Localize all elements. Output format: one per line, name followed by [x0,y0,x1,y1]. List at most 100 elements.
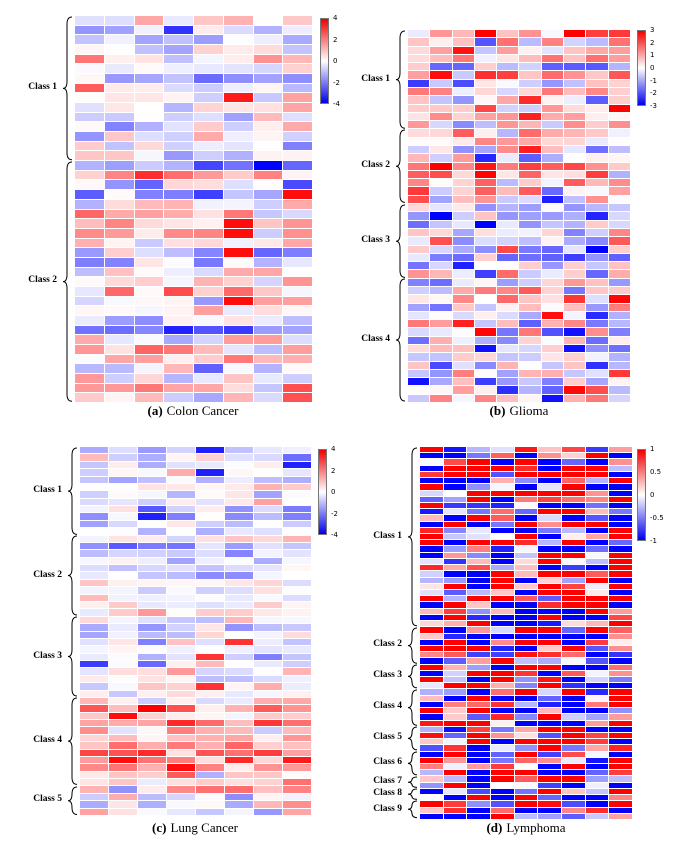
heatmap-cell [519,146,541,154]
heatmap-cell [75,161,104,170]
heatmap-cell [514,770,538,776]
heatmap-cell [585,720,609,726]
heatmap-cell [164,383,193,393]
heatmap-cell [134,54,164,64]
heatmap-cell [514,558,538,565]
heatmap-cell [225,661,253,668]
heatmap-cell [514,745,538,751]
heatmap-cell [283,325,312,335]
heatmap-cell [585,658,609,664]
heatmap-cell [609,621,632,627]
heatmap-cell [564,46,586,54]
heatmap-cell [420,558,443,565]
heatmap-cell [467,527,490,534]
heatmap-cell [408,121,430,129]
heatmap-cell [420,484,443,490]
heatmap-cell [283,238,312,248]
heatmap-cell [223,64,253,74]
heatmap-cell [467,534,490,540]
heatmap-cell [283,315,312,325]
heatmap-cell [585,801,609,807]
heatmap-cell [167,447,195,454]
heatmap-cell [254,624,282,631]
heatmap-cell [109,705,137,712]
heatmap-cell [134,132,164,141]
heatmap-cell [452,121,474,129]
heatmap-cell [223,325,253,335]
heatmap-cell [608,154,630,162]
heatmap-cell [420,751,443,757]
heatmap-cell [167,498,195,506]
heatmap-cell [225,631,253,638]
heatmap-cell [104,16,134,25]
heatmap-cell [564,88,586,96]
heatmap-cell [519,278,541,286]
heatmap-cell [104,238,134,248]
heatmap-cell [138,705,166,712]
heatmap-cell [474,63,497,71]
heatmap-cell [514,664,538,670]
heatmap-cell [609,795,632,801]
heatmap-cell [254,557,282,565]
heatmap-cell [541,212,564,220]
heatmap-cell [467,465,490,471]
heatmap-cell [474,137,497,146]
heatmap-cell [283,594,311,601]
heatmap-cell [608,79,630,88]
class-brace [62,161,73,402]
heatmap-cell [138,661,166,668]
heatmap-cell [474,394,497,402]
heatmap-cell [519,204,541,212]
heatmap-cell [283,579,311,587]
heatmap-cell [443,801,467,807]
heatmap-cell [519,270,541,278]
heatmap-cell [608,361,630,369]
heatmap-cell [586,146,608,154]
heatmap-cell [538,496,561,502]
heatmap-cell [467,614,490,621]
heatmap-cell [541,386,564,394]
heatmap-cell [80,808,108,815]
heatmap-cell [430,303,452,311]
heatmap-cell [452,394,474,402]
heatmap-cell [254,491,282,498]
heatmap-cell [586,104,608,112]
heatmap-cell [497,162,519,170]
heatmap-cell [586,378,608,386]
heatmap-cell [609,645,632,652]
heatmap-cell [538,795,561,801]
caption-label-c: (c) [152,820,167,835]
heatmap-cell [538,708,561,714]
heatmap-cell [564,303,586,311]
heatmap-cell [586,154,608,162]
heatmap-cell [467,708,490,714]
heatmap-cell [167,749,195,756]
class-label: Class 3 [361,234,390,245]
heatmap-cell [408,320,430,328]
heatmap-cell [443,745,467,751]
heatmap-cell [420,596,443,602]
heatmap-cell [138,542,166,550]
heatmap-cell [283,45,312,54]
heatmap-cell [490,596,514,602]
heatmap-cell [430,88,452,96]
heatmap-cell [104,286,134,296]
heatmap-cell [490,776,514,782]
heatmap-cell [223,35,253,45]
heatmap-cell [490,708,514,714]
heatmap-cell [585,652,609,658]
heatmap-cell [561,745,585,751]
class-brace [67,447,78,535]
heatmap-cell [467,558,490,565]
heatmap-cell [608,386,630,394]
heatmap-cell [490,757,514,764]
heatmap-cell [253,151,283,161]
heatmap-cell [134,190,164,199]
heatmap-cell [408,378,430,386]
heatmap-cell [196,476,224,483]
heatmap-cell [196,557,224,565]
heatmap-cell [564,79,586,88]
heatmap-cell [467,664,490,670]
heatmap-cell [490,745,514,751]
